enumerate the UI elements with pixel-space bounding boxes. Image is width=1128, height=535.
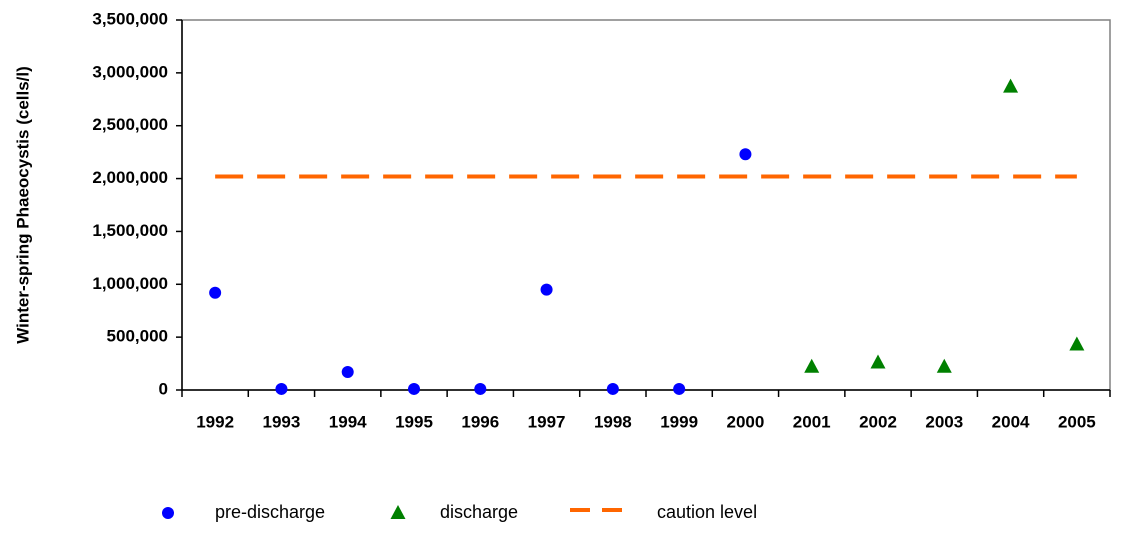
legend-label: pre-discharge: [215, 502, 325, 522]
point: [408, 382, 420, 395]
x-tick-label: 1993: [263, 412, 301, 431]
x-tick-label: 2003: [925, 412, 963, 431]
point: [1069, 336, 1085, 351]
x-tick-label: 1995: [395, 412, 433, 431]
y-tick-label: 3,500,000: [92, 9, 168, 28]
legend-marker: [162, 507, 174, 519]
x-tick-label: 2005: [1058, 412, 1096, 431]
x-tick-label: 1999: [660, 412, 698, 431]
y-tick-label: 2,500,000: [92, 115, 168, 134]
point: [341, 366, 354, 379]
point: [936, 358, 952, 373]
x-tick-label: 1996: [461, 412, 499, 431]
x-tick-label: 2000: [727, 412, 765, 431]
y-tick-label: 3,000,000: [92, 62, 168, 81]
point: [1003, 78, 1019, 93]
x-tick-label: 1994: [329, 412, 367, 431]
y-tick-label: 500,000: [107, 327, 168, 346]
point: [474, 382, 487, 395]
x-tick-label: 2002: [859, 412, 897, 431]
x-tick-label: 2001: [793, 412, 831, 431]
point: [606, 382, 619, 395]
point: [275, 382, 288, 395]
point: [540, 283, 553, 296]
legend-label: discharge: [440, 502, 518, 522]
x-tick-label: 1992: [196, 412, 234, 431]
y-axis-label: Winter-spring Phaeocystis (cells/l): [13, 66, 32, 344]
legend-label: caution level: [657, 502, 757, 522]
legend-marker: [390, 505, 406, 519]
point: [870, 354, 886, 369]
x-tick-label: 2004: [992, 412, 1030, 431]
point: [209, 286, 222, 299]
y-tick-label: 1,500,000: [92, 221, 168, 240]
y-tick-label: 1,000,000: [92, 274, 168, 293]
point: [804, 358, 820, 373]
plot-frame: [181, 19, 1111, 391]
x-tick-label: 1997: [528, 412, 566, 431]
x-tick-label: 1998: [594, 412, 632, 431]
point: [673, 382, 686, 395]
y-tick-label: 2,000,000: [92, 168, 168, 187]
y-tick-label: 0: [159, 379, 168, 398]
point: [739, 148, 752, 161]
